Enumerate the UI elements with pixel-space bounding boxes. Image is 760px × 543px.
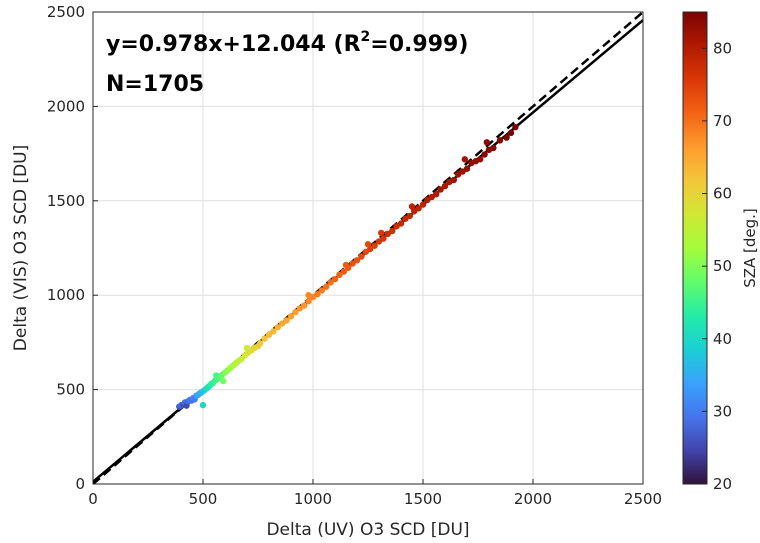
data-point — [441, 182, 449, 190]
data-point — [415, 205, 422, 212]
data-point — [406, 212, 413, 220]
data-point — [483, 139, 490, 146]
x-tick-label: 1500 — [404, 490, 442, 508]
data-point — [397, 220, 405, 227]
y-tick-label: 0 — [75, 475, 85, 493]
data-point — [364, 241, 372, 248]
data-point — [261, 335, 268, 342]
data-point — [490, 144, 497, 152]
data-point — [349, 260, 356, 267]
data-point — [287, 313, 295, 320]
data-point — [496, 137, 504, 144]
colorbar — [682, 11, 708, 485]
data-point — [450, 176, 457, 184]
data-point — [371, 242, 378, 249]
data-point — [342, 261, 350, 269]
data-point — [461, 156, 468, 163]
data-point — [265, 331, 273, 339]
data-point — [437, 186, 444, 193]
data-point — [213, 372, 220, 379]
colorbar-tick-label: 70 — [713, 112, 732, 130]
colorbar-ticks: 20 30 40 50 60 70 80 — [702, 39, 732, 493]
data-point — [463, 165, 471, 172]
data-point — [270, 328, 277, 335]
data-point — [305, 292, 312, 299]
colorbar-tick-label: 40 — [713, 330, 732, 348]
data-point — [408, 203, 416, 210]
data-point — [477, 156, 484, 163]
plot-area-frame — [92, 11, 644, 485]
data-point — [283, 317, 290, 324]
y-axis-label: Delta (VIS) O3 SCD [DU] — [11, 145, 31, 351]
y-axis-ticks: 0 500 1000 1500 2000 2500 — [47, 3, 98, 493]
data-point — [433, 190, 440, 198]
x-tick-label: 1000 — [294, 490, 332, 508]
colorbar-label: SZA [deg.] — [741, 208, 759, 288]
y-tick-label: 500 — [56, 381, 85, 399]
colorbar-tick-label: 30 — [713, 402, 732, 420]
grid-lines — [93, 12, 643, 484]
data-point — [292, 308, 299, 316]
y-tick-label: 2000 — [47, 97, 85, 115]
data-point — [378, 229, 385, 237]
data-point — [274, 324, 281, 331]
data-point — [305, 298, 312, 305]
data-points — [176, 123, 519, 410]
data-point — [503, 134, 510, 141]
y-tick-label: 2500 — [47, 3, 85, 21]
data-point — [327, 279, 334, 286]
x-tick-label: 0 — [88, 490, 98, 508]
data-point — [314, 291, 321, 298]
x-tick-label: 2500 — [624, 490, 662, 508]
data-point — [380, 235, 387, 242]
data-point — [331, 275, 339, 283]
y-tick-label: 1500 — [47, 192, 85, 210]
data-point — [199, 401, 207, 409]
colorbar-tick-label: 60 — [713, 185, 732, 203]
colorbar-tick-label: 50 — [713, 257, 732, 275]
x-axis-label: Delta (UV) O3 SCD [DU] — [266, 520, 469, 540]
data-point — [301, 302, 308, 309]
x-tick-label: 500 — [189, 490, 218, 508]
data-point — [358, 253, 365, 260]
data-point — [220, 377, 227, 385]
data-point — [323, 283, 330, 290]
data-point — [336, 271, 343, 279]
colorbar-tick-label: 20 — [713, 475, 732, 493]
data-point — [512, 123, 519, 131]
data-point — [257, 340, 264, 347]
colorbar-tick-label: 80 — [713, 39, 732, 57]
equation-annotation: y=0.978x+12.044 (R2=0.999) — [106, 29, 468, 57]
data-point — [481, 151, 488, 158]
data-point — [419, 201, 427, 208]
data-point — [340, 268, 347, 275]
data-point — [353, 257, 361, 264]
data-point — [507, 129, 515, 137]
data-point — [389, 227, 396, 235]
x-axis-ticks: 0 500 1000 1500 2000 2500 — [88, 479, 662, 508]
y-tick-label: 1000 — [47, 286, 85, 304]
data-point — [318, 287, 325, 294]
x-tick-label: 2000 — [514, 490, 552, 508]
sample-count-annotation: N=1705 — [106, 72, 204, 97]
data-point — [243, 344, 251, 352]
